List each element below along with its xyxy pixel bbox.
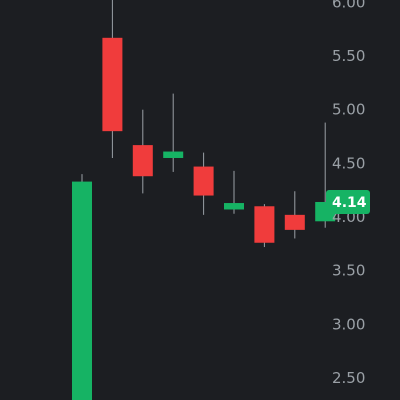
candle[interactable] [72,174,92,400]
candle[interactable] [102,0,123,158]
price-tick-label: 4.50 [332,154,365,172]
candle-body [72,181,92,400]
candle[interactable] [254,204,275,248]
candle[interactable] [224,170,244,214]
price-tick-label: 6.00 [332,0,365,11]
candles-layer [72,0,336,400]
candle-body [132,145,153,177]
price-tick-label: 3.50 [332,262,365,280]
candle[interactable] [132,109,153,194]
candle-body [193,166,214,196]
price-tick-label: 2.50 [332,369,365,387]
price-tick-label: 5.50 [332,47,365,65]
price-tick-label: 3.00 [332,315,365,333]
candle[interactable] [284,191,305,239]
price-tick-label: 5.00 [332,101,365,119]
candle[interactable] [193,152,214,215]
candle-body [163,151,184,158]
candle-body [224,203,244,210]
candle-body [284,214,305,230]
candle[interactable] [163,93,184,172]
candle-body [102,37,123,132]
current-price-label: 4.14 [332,195,367,211]
current-price-tag-background [326,189,370,214]
current-price-tag: 4.14 [326,189,370,214]
candle-body [254,206,275,243]
